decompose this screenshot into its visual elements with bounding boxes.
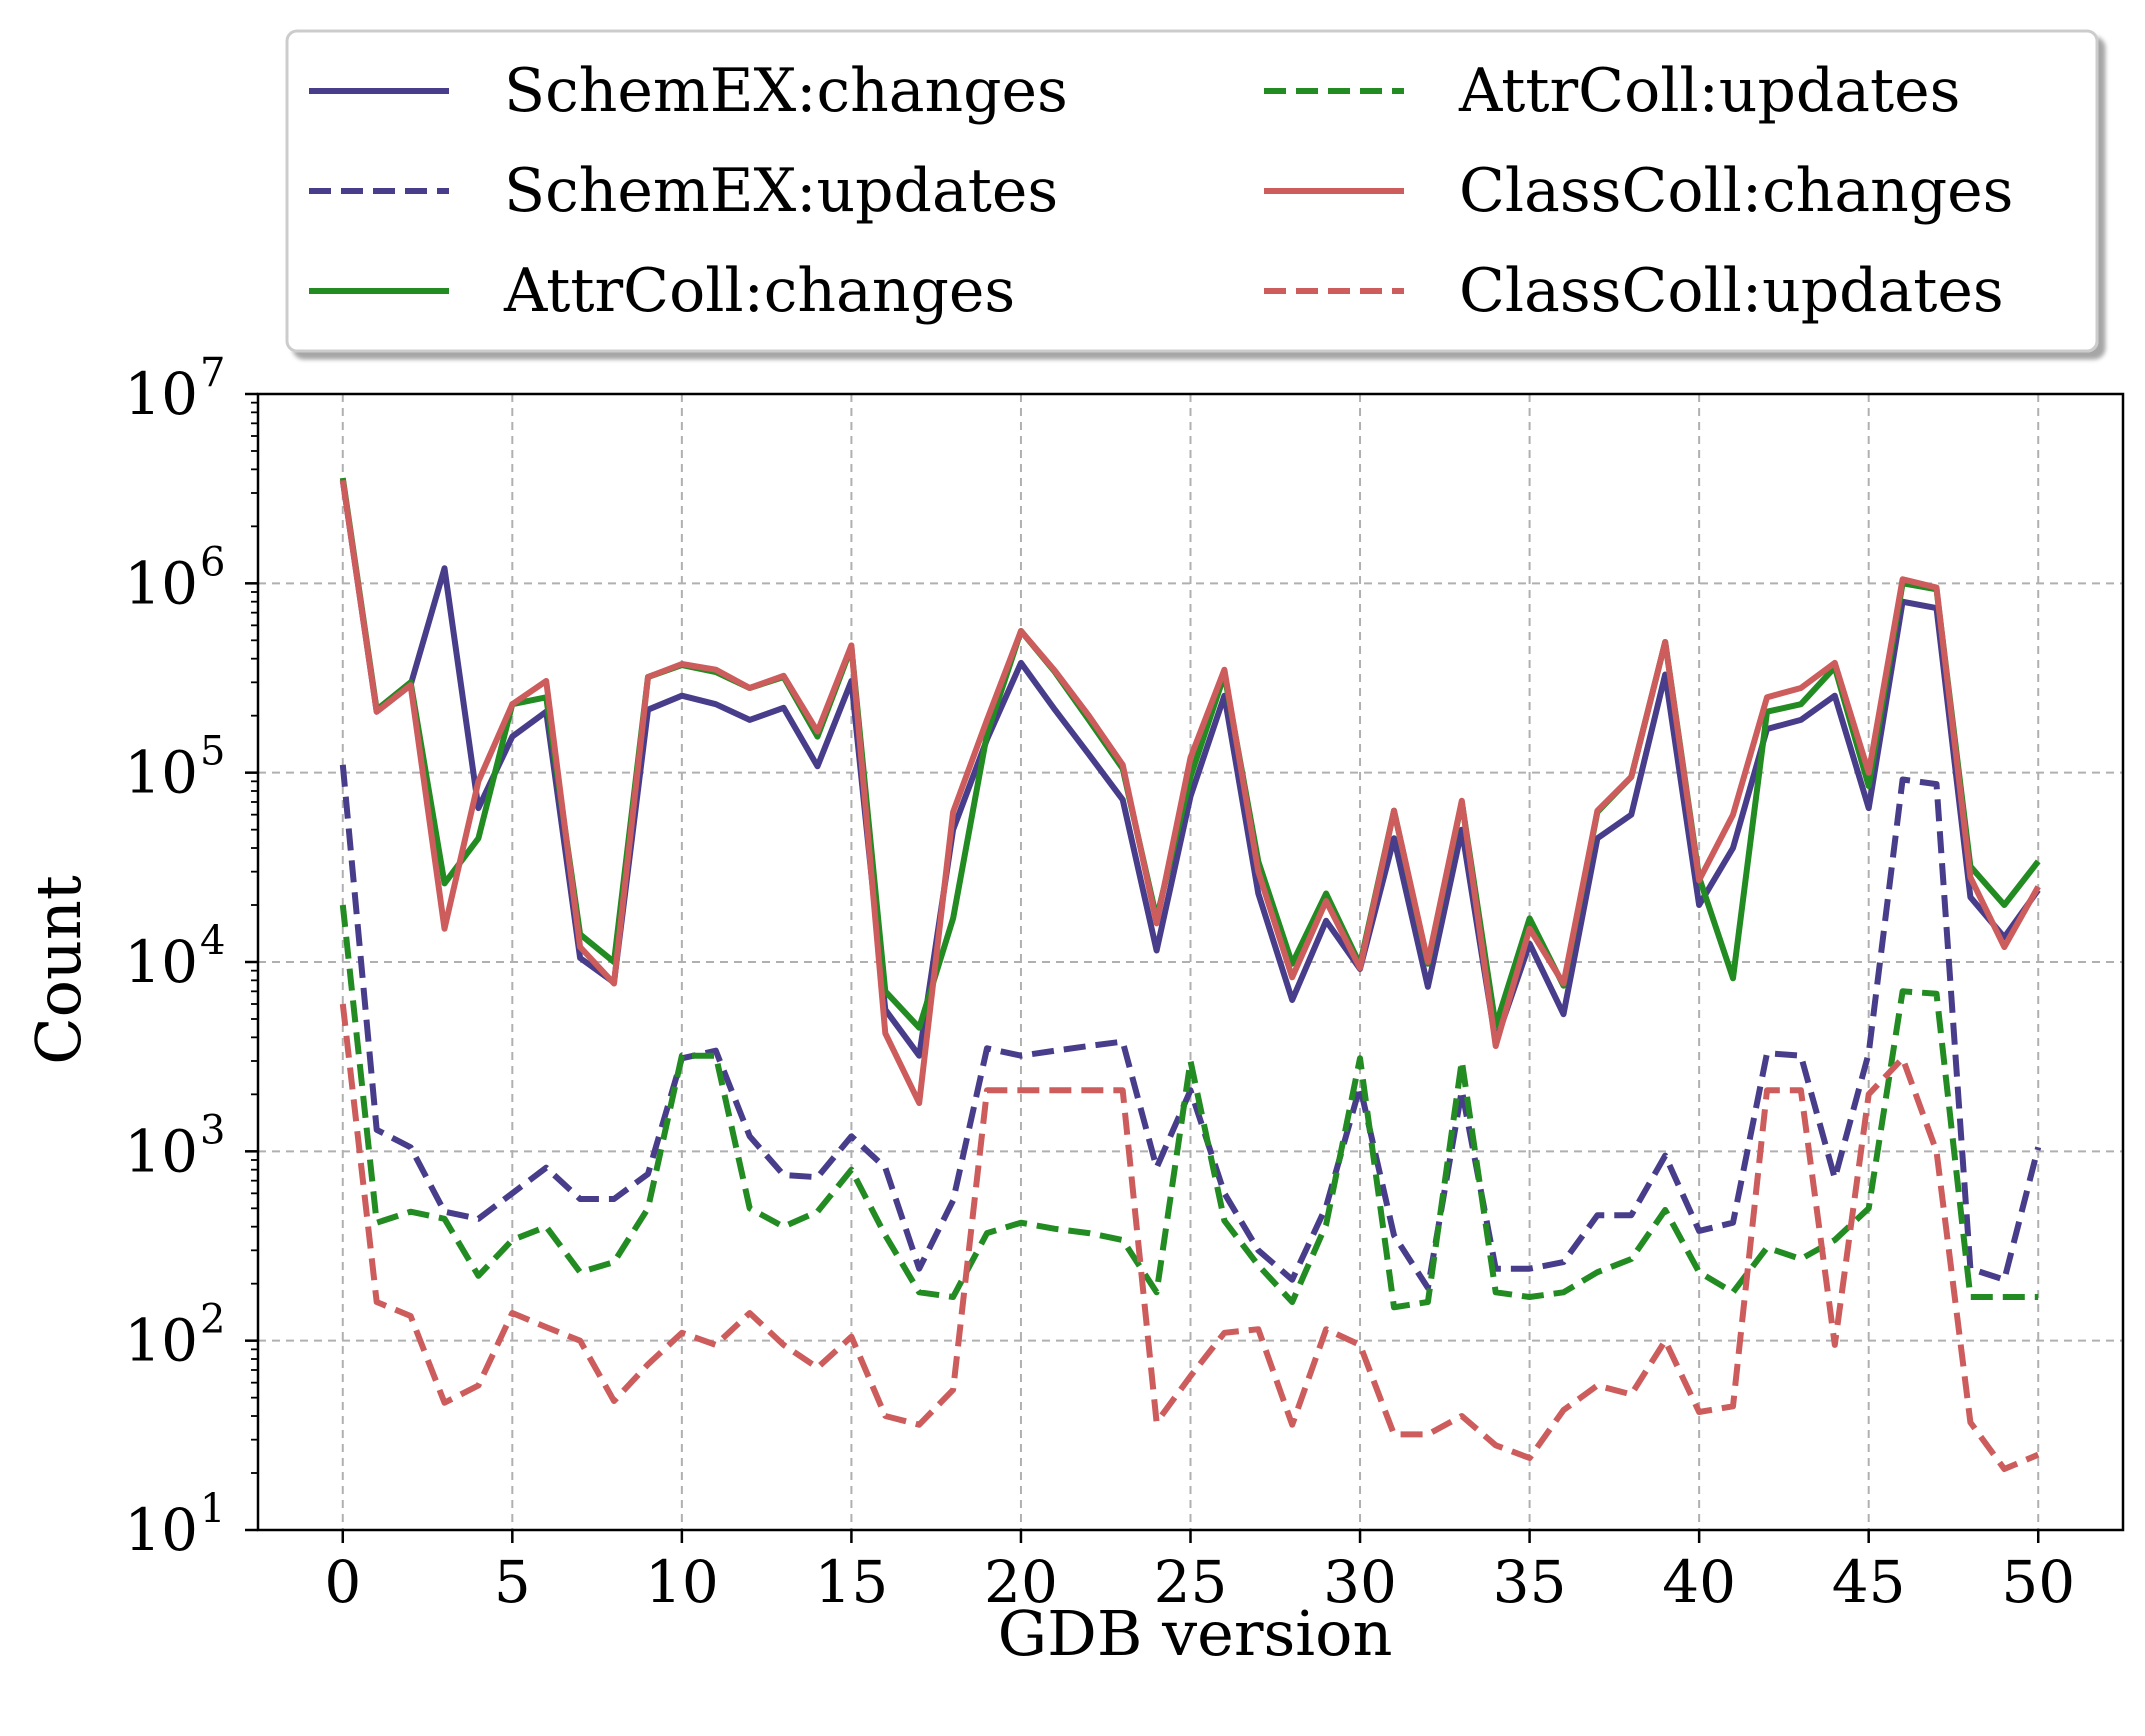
y-tick-label: 10 <box>124 360 198 428</box>
series-line-classcoll-changes <box>339 479 2041 1106</box>
legend-label: ClassColl:updates <box>1459 256 2004 326</box>
x-tick-label: 35 <box>1493 1548 1567 1616</box>
grid-lines <box>258 393 2123 1531</box>
y-tick-exponent: 2 <box>200 1297 225 1343</box>
x-tick-label: 40 <box>1662 1548 1736 1616</box>
legend-entry: ClassColl:updates <box>1264 256 2004 326</box>
series-line-schemex-updates <box>339 764 2042 1291</box>
axis-labels: GDB version Count <box>22 875 1392 1670</box>
x-tick-label: 25 <box>1154 1548 1228 1616</box>
y-tick-exponent: 4 <box>200 918 225 964</box>
legend: SchemEX:changes SchemEX:updates AttrColl:c… <box>285 29 2099 353</box>
x-tick-label: 5 <box>494 1548 531 1616</box>
legend-label: AttrColl:changes <box>503 256 1015 326</box>
x-tick-label: 20 <box>984 1548 1058 1616</box>
legend-label: ClassColl:changes <box>1459 156 2013 226</box>
x-tick-label: 15 <box>815 1548 889 1616</box>
x-tick-label: 30 <box>1323 1548 1397 1616</box>
y-tick-exponent: 3 <box>200 1107 225 1153</box>
y-tick-label: 10 <box>124 1307 198 1375</box>
y-tick-label: 10 <box>124 1117 198 1185</box>
legend-entry: AttrColl:updates <box>1264 56 1960 126</box>
y-tick-exponent: 5 <box>200 729 225 775</box>
legend-entry: AttrColl:changes <box>309 256 1015 326</box>
legend-label: AttrColl:updates <box>1458 56 1960 126</box>
legend-box <box>285 29 2099 353</box>
y-tick-exponent: 7 <box>200 350 225 396</box>
x-tick-label: 45 <box>1832 1548 1906 1616</box>
y-tick-label: 10 <box>124 739 198 807</box>
y-tick-label: 10 <box>124 549 198 617</box>
legend-entry: SchemEX:changes <box>309 56 1068 126</box>
series-line-attrcoll-updates <box>339 904 2039 1311</box>
series-line-classcoll-updates <box>339 1003 2040 1472</box>
y-tick-label: 10 <box>124 928 198 996</box>
legend-entry: ClassColl:changes <box>1264 156 2013 226</box>
legend-entry: SchemEX:updates <box>309 156 1058 226</box>
x-axis-label: GDB version <box>998 1597 1393 1670</box>
x-tick-label: 0 <box>324 1548 361 1616</box>
y-tick-exponent: 1 <box>200 1486 225 1532</box>
y-axis-label: Count <box>22 875 95 1065</box>
legend-label: SchemEX:updates <box>504 156 1058 226</box>
legend-label: SchemEX:changes <box>504 56 1068 126</box>
y-tick-exponent: 6 <box>200 539 225 585</box>
series-lines <box>339 477 2042 1472</box>
x-tick-label: 50 <box>2001 1548 2075 1616</box>
y-tick-label: 10 <box>124 1496 198 1564</box>
x-tick-label: 10 <box>645 1548 719 1616</box>
